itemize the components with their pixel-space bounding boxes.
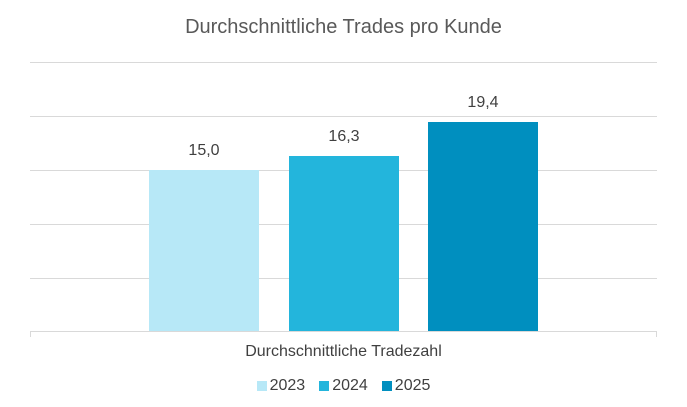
gridline [30,62,657,63]
legend: 2023 2024 2025 [0,377,687,395]
legend-swatch [381,381,392,391]
x-axis-tick [656,331,657,337]
gridline [30,116,657,117]
x-axis-tick [30,331,31,337]
legend-item-2023: 2023 [256,377,306,395]
data-label-2023: 15,0 [188,141,220,159]
data-label-2024: 16,3 [328,127,360,145]
legend-item-2025: 2025 [381,377,431,395]
legend-label: 2023 [269,377,306,394]
plot-area: 15,0 16,3 19,4 [30,62,657,337]
legend-swatch [319,381,330,391]
x-axis-category-label: Durchschnittliche Tradezahl [245,343,442,360]
data-label-2025: 19,4 [467,94,499,112]
chart-title: Durchschnittliche Trades pro Kunde [185,16,502,38]
bar-2023 [149,169,259,331]
x-axis [30,331,657,332]
bar-2024 [289,155,399,331]
legend-label: 2024 [332,377,368,394]
bar-2025 [428,122,538,331]
legend-item-2024: 2024 [319,377,368,395]
legend-swatch [256,381,267,391]
legend-label: 2025 [394,377,431,394]
